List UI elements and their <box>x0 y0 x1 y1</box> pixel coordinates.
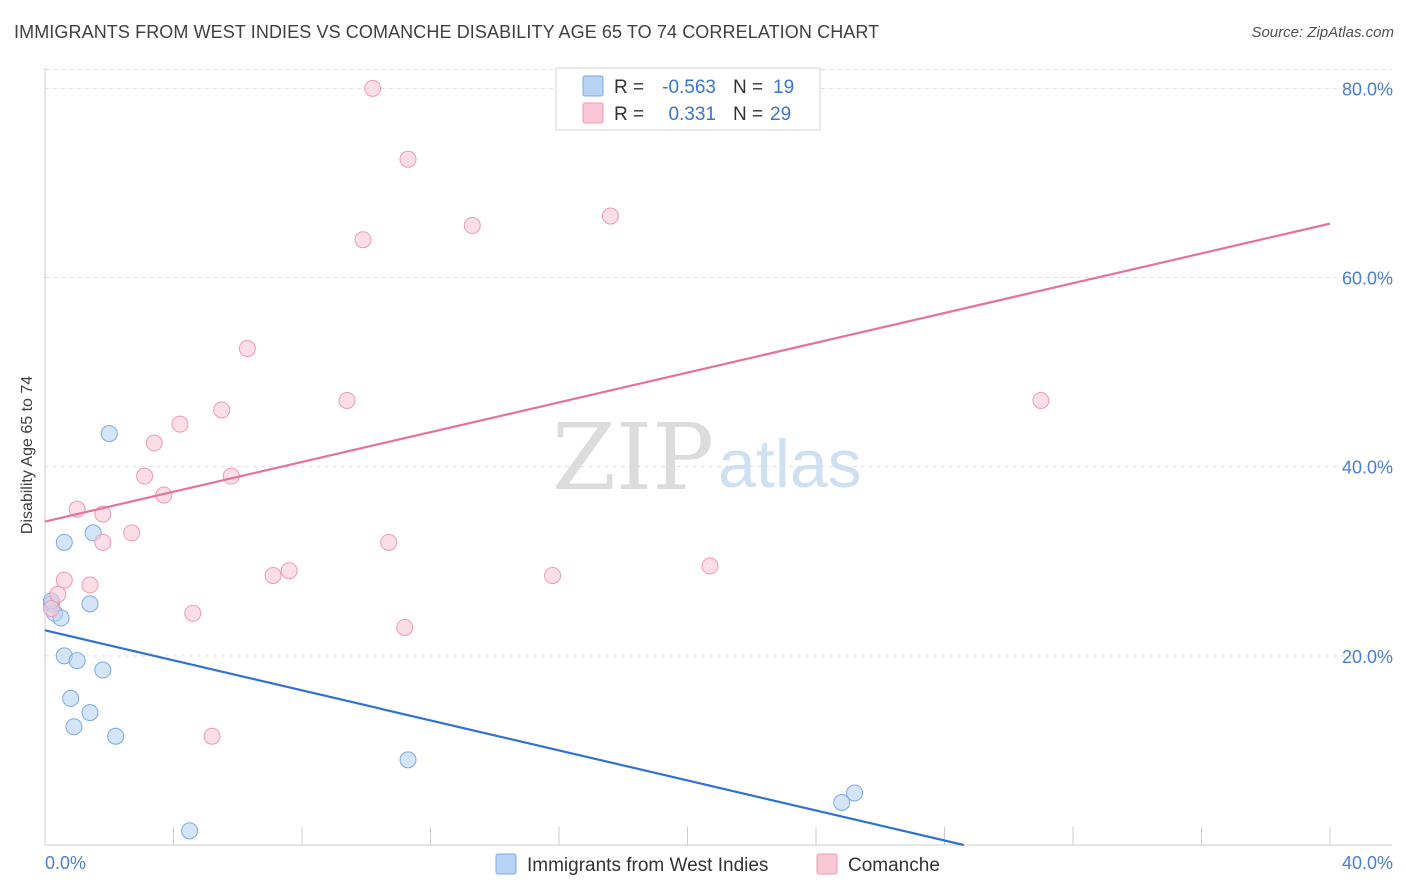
point-comanche <box>601 207 619 225</box>
bottom-legend-label-pink: Comanche <box>848 855 940 876</box>
point-comanche <box>280 562 298 580</box>
legend-r-label-blue: R = <box>614 77 644 98</box>
point-comanche <box>338 391 356 409</box>
point-comanche <box>94 533 112 551</box>
point-comanche <box>364 79 382 97</box>
point-comanche <box>380 533 398 551</box>
legend-n-label-pink: N = <box>733 104 763 125</box>
point-comanche <box>354 231 372 249</box>
trend-layer <box>44 222 1331 847</box>
point-comanche <box>171 415 189 433</box>
point-comanche <box>1032 391 1050 409</box>
legend-r-label-pink: R = <box>614 104 644 125</box>
chart-title: IMMIGRANTS FROM WEST INDIES VS COMANCHE … <box>14 22 880 42</box>
trendline-west-indies <box>44 629 965 847</box>
point-comanche <box>123 524 141 542</box>
bottom-legend-label-blue: Immigrants from West Indies <box>527 855 768 876</box>
bottom-legend-swatch-pink <box>816 853 838 875</box>
y-tick-label: 80.0% <box>1342 79 1393 99</box>
point-comanche <box>238 339 256 357</box>
point-west-indies <box>65 718 83 736</box>
point-west-indies <box>107 727 125 745</box>
point-west-indies <box>81 595 99 613</box>
legend-n-value-pink: 29 <box>770 104 791 125</box>
x-tick-label-min: 0.0% <box>45 853 86 873</box>
watermark-zip: ZIP <box>552 404 714 511</box>
point-comanche <box>49 585 67 603</box>
x-tick-label-max: 40.0% <box>1342 853 1393 873</box>
points-layer <box>42 79 1050 840</box>
tick-labels: 20.0% 40.0% 60.0% 80.0% 0.0% 40.0% <box>45 79 1393 873</box>
point-west-indies <box>94 661 112 679</box>
watermark: ZIP atlas <box>552 404 862 511</box>
point-comanche <box>701 557 719 575</box>
point-comanche <box>544 566 562 584</box>
legend-n-label-blue: N = <box>733 77 763 98</box>
point-west-indies <box>55 533 73 551</box>
point-west-indies <box>81 704 99 722</box>
trendline-comanche <box>44 222 1331 523</box>
point-comanche <box>264 566 282 584</box>
legend-r-value-pink: 0.331 <box>668 104 716 125</box>
bottom-legend: Immigrants from West Indies Comanche <box>495 853 940 876</box>
point-comanche <box>203 727 221 745</box>
point-comanche <box>145 434 163 452</box>
point-comanche <box>42 600 60 618</box>
point-comanche <box>184 604 202 622</box>
point-comanche <box>213 401 231 419</box>
grid-layer <box>45 68 1392 657</box>
y-tick-label: 60.0% <box>1342 269 1393 289</box>
y-tick-label: 20.0% <box>1342 647 1393 667</box>
point-west-indies <box>68 652 86 670</box>
point-comanche <box>55 571 73 589</box>
axes-layer <box>44 68 1392 846</box>
point-west-indies <box>62 689 80 707</box>
legend: R = -0.563 N = 19 R = 0.331 N = 29 <box>555 67 821 131</box>
bottom-legend-swatch-blue <box>495 853 517 875</box>
legend-r-value-blue: -0.563 <box>662 77 716 98</box>
point-west-indies <box>181 822 199 840</box>
legend-swatch-pink <box>582 102 604 124</box>
y-tick-label: 40.0% <box>1342 458 1393 478</box>
point-comanche <box>399 150 417 168</box>
point-west-indies <box>833 793 851 811</box>
point-west-indies <box>399 751 417 769</box>
point-comanche <box>136 467 154 485</box>
point-comanche <box>81 576 99 594</box>
legend-n-value-blue: 19 <box>773 77 794 98</box>
point-comanche <box>396 618 414 636</box>
legend-swatch-blue <box>582 75 604 97</box>
watermark-atlas: atlas <box>718 426 862 502</box>
source-label: Source: ZipAtlas.com <box>1251 24 1394 41</box>
point-west-indies <box>100 425 118 443</box>
point-west-indies <box>846 784 864 802</box>
point-comanche <box>463 217 481 235</box>
